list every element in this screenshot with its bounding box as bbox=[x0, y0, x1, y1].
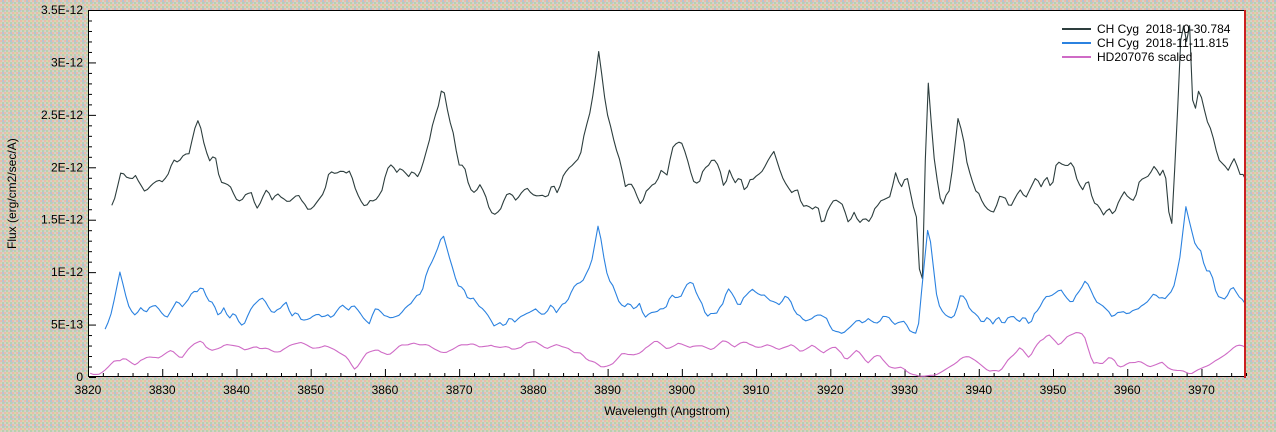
x-tick-label: 3850 bbox=[297, 383, 324, 397]
y-tick-label: 1E-12 bbox=[51, 265, 83, 279]
y-tick-label: 5E-13 bbox=[51, 318, 83, 332]
y-tick-label: 2.5E-12 bbox=[41, 108, 83, 122]
y-tick-label: 0 bbox=[76, 370, 83, 384]
x-tick-label: 3860 bbox=[372, 383, 399, 397]
legend-label: HD207076 scaled bbox=[1097, 50, 1193, 64]
x-tick-label: 3970 bbox=[1188, 383, 1215, 397]
x-tick-label: 3870 bbox=[446, 383, 473, 397]
y-tick-label: 1.5E-12 bbox=[41, 213, 83, 227]
x-tick-label: 3950 bbox=[1040, 383, 1067, 397]
legend-label: CH Cyg 2018-11-11.815 bbox=[1097, 36, 1229, 50]
x-tick-label: 3910 bbox=[743, 383, 770, 397]
y-tick-label: 3.5E-12 bbox=[41, 3, 83, 17]
x-tick-label: 3890 bbox=[594, 383, 621, 397]
x-tick-label: 3960 bbox=[1114, 383, 1141, 397]
x-tick-label: 3920 bbox=[817, 383, 844, 397]
legend-label: CH Cyg 2018-10-30.784 bbox=[1097, 22, 1231, 36]
series-line-0 bbox=[111, 25, 1247, 280]
x-axis-title: Wavelength (Angstrom) bbox=[604, 404, 730, 418]
legend: CH Cyg 2018-10-30.784 CH Cyg 2018-11-11.8… bbox=[1062, 23, 1230, 63]
x-tick-label: 3940 bbox=[965, 383, 992, 397]
x-tick-label: 3830 bbox=[149, 383, 176, 397]
x-tick-label: 3820 bbox=[75, 383, 102, 397]
legend-item: CH Cyg 2018-11-11.815 bbox=[1062, 37, 1230, 49]
y-tick-label: 2E-12 bbox=[51, 160, 83, 174]
y-axis-title: Flux (erg/cm2/sec/A) bbox=[5, 138, 19, 249]
legend-item: HD207076 scaled bbox=[1062, 51, 1230, 63]
series-line-1 bbox=[104, 206, 1246, 334]
x-tick-label: 3900 bbox=[668, 383, 695, 397]
legend-swatch bbox=[1062, 28, 1091, 30]
legend-item: CH Cyg 2018-10-30.784 bbox=[1062, 23, 1230, 35]
y-tick-label: 3E-12 bbox=[51, 55, 83, 69]
x-tick-label: 3880 bbox=[520, 383, 547, 397]
legend-swatch bbox=[1062, 42, 1091, 44]
x-tick-label: 3840 bbox=[223, 383, 250, 397]
x-tick-label: 3930 bbox=[891, 383, 918, 397]
legend-swatch bbox=[1062, 56, 1091, 58]
plot-area bbox=[88, 10, 1246, 377]
series-line-2 bbox=[89, 332, 1246, 377]
